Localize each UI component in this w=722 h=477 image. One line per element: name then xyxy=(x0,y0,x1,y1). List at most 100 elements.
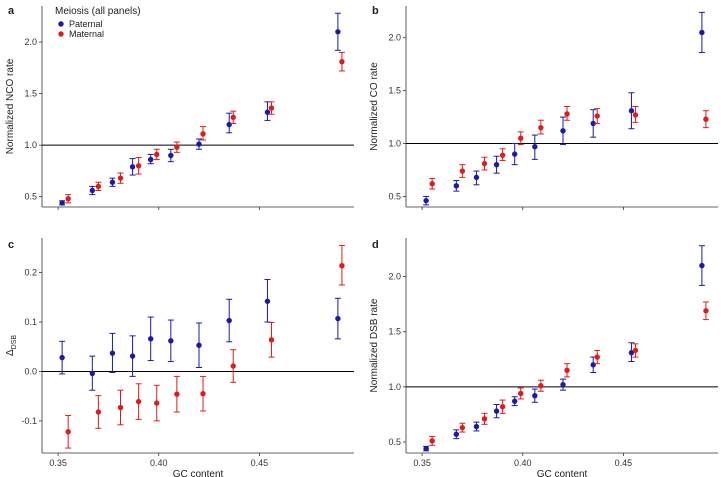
y-tick-label: 1.5 xyxy=(24,89,37,99)
panel-label: c xyxy=(8,239,14,251)
maternal-point xyxy=(339,262,345,269)
legend-entry-maternal: Maternal xyxy=(69,29,104,39)
y-tick-label: 1.5 xyxy=(388,327,401,337)
panel-label: d xyxy=(372,239,379,251)
paternal-point xyxy=(264,109,271,115)
maternal-point xyxy=(632,347,639,354)
maternal-point xyxy=(594,354,600,360)
maternal-point xyxy=(518,135,524,141)
maternal-point xyxy=(154,151,160,158)
paternal-point xyxy=(109,179,116,185)
y-tick-label: 0.1 xyxy=(24,317,37,327)
panel-a: a 0.5 1.0 1.5 2.0 Normalized NCO rate xyxy=(5,5,354,210)
paternal-point xyxy=(335,315,341,322)
legend-swatch-paternal xyxy=(58,21,64,27)
y-tick-label: -0.1 xyxy=(21,416,37,426)
paternal-point xyxy=(590,362,596,368)
paternal-point xyxy=(532,392,538,399)
paternal-point xyxy=(226,121,232,128)
paternal-point xyxy=(196,342,202,348)
y-axis-title-main: Δ xyxy=(5,349,16,356)
paternal-point xyxy=(511,398,518,404)
maternal-point xyxy=(632,112,639,118)
paternal-point xyxy=(147,156,154,163)
maternal-point xyxy=(564,111,570,117)
y-tick-label: 0.2 xyxy=(24,268,37,278)
maternal-point xyxy=(499,403,506,410)
maternal-point xyxy=(230,114,236,121)
panel-label: a xyxy=(8,5,15,17)
y-tick-label: 2.0 xyxy=(388,272,401,282)
paternal-point xyxy=(335,29,341,35)
paternal-point xyxy=(109,350,116,356)
paternal-point xyxy=(196,141,202,147)
x-tick-label: 0.40 xyxy=(150,458,168,468)
maternal-point xyxy=(538,124,544,131)
maternal-point xyxy=(117,404,124,411)
maternal-point xyxy=(538,383,544,389)
maternal-point xyxy=(594,113,600,119)
y-tick-label: 1.0 xyxy=(388,382,401,392)
maternal-point xyxy=(65,429,71,435)
x-tick-label: 0.45 xyxy=(251,458,269,468)
panel-c: c -0.1 0.0 0.1 0.2 0.35 0.40 0.45 GC content ΔDSB xyxy=(5,238,354,477)
maternal-point xyxy=(499,152,506,158)
maternal-point xyxy=(703,308,709,314)
maternal-point xyxy=(703,116,709,122)
paternal-point xyxy=(473,174,480,181)
paternal-point xyxy=(699,29,705,36)
paternal-point xyxy=(473,423,480,430)
legend-swatch-maternal xyxy=(58,31,64,37)
paternal-point xyxy=(168,338,174,344)
paternal-point xyxy=(590,120,596,127)
y-tick-label: 1.5 xyxy=(388,86,401,96)
x-tick-label: 0.35 xyxy=(49,458,67,468)
maternal-point xyxy=(429,438,435,444)
y-axis-title-subscript: DSB xyxy=(11,335,18,350)
paternal-point xyxy=(453,183,460,189)
paternal-point xyxy=(129,353,136,359)
paternal-point xyxy=(89,187,96,194)
y-tick-label: 0.5 xyxy=(388,191,401,201)
maternal-point xyxy=(339,58,345,65)
paternal-point xyxy=(89,370,96,377)
paternal-point xyxy=(493,408,500,414)
legend-title: Meiosis (all panels) xyxy=(55,6,141,17)
maternal-point xyxy=(65,196,71,202)
paternal-point xyxy=(511,151,518,157)
maternal-point xyxy=(135,398,142,405)
x-axis-title: GC content xyxy=(537,469,588,477)
panel-d: d 0.5 1.0 1.5 2.0 0.35 0.40 0.45 GC content Norma… xyxy=(369,238,718,477)
y-axis-title: Normalized DSB rate xyxy=(369,298,380,392)
paternal-point xyxy=(628,108,635,114)
maternal-point xyxy=(200,390,206,397)
paternal-point xyxy=(59,200,65,206)
maternal-point xyxy=(268,337,275,343)
paternal-point xyxy=(129,164,136,170)
x-tick-label: 0.40 xyxy=(514,458,532,468)
maternal-point xyxy=(174,391,180,397)
maternal-point xyxy=(154,400,160,406)
maternal-point xyxy=(268,105,275,111)
paternal-point xyxy=(699,262,705,269)
paternal-point xyxy=(423,445,429,452)
maternal-point xyxy=(459,168,466,174)
paternal-point xyxy=(423,197,429,204)
maternal-point xyxy=(459,424,466,431)
paternal-point xyxy=(226,317,232,324)
y-axis-title: ΔDSB xyxy=(5,335,18,356)
maternal-point xyxy=(95,409,102,415)
paternal-point xyxy=(628,349,635,356)
y-axis-title: Normalized NCO rate xyxy=(5,58,16,154)
panel-b: b 0.5 1.0 1.5 2.0 Normalized CO rate xyxy=(369,5,718,210)
maternal-point xyxy=(200,131,206,137)
paternal-point xyxy=(59,354,65,361)
x-tick-label: 0.45 xyxy=(615,458,633,468)
y-tick-label: 1.0 xyxy=(388,139,401,149)
panel-label: b xyxy=(372,5,379,17)
paternal-point xyxy=(560,128,566,134)
y-tick-label: 0.5 xyxy=(24,192,37,202)
x-axis-title: GC content xyxy=(173,469,224,477)
